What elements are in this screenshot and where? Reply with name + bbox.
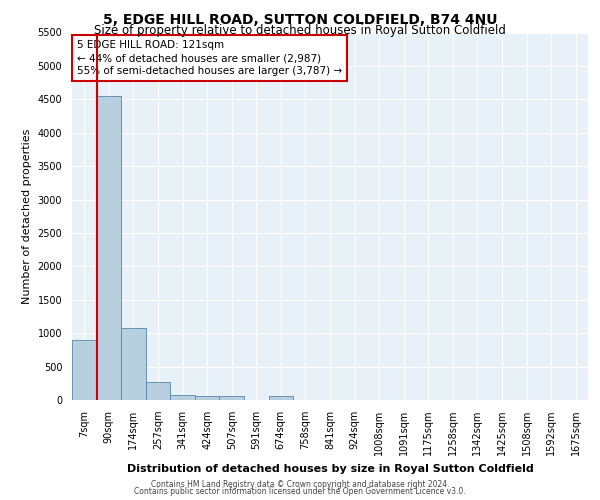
Text: Contains HM Land Registry data © Crown copyright and database right 2024.: Contains HM Land Registry data © Crown c… — [151, 480, 449, 489]
Bar — [170, 395, 195, 400]
Bar — [220, 396, 244, 400]
Bar — [195, 396, 220, 400]
Bar — [72, 340, 97, 400]
Bar — [146, 382, 170, 400]
Text: 5 EDGE HILL ROAD: 121sqm
← 44% of detached houses are smaller (2,987)
55% of sem: 5 EDGE HILL ROAD: 121sqm ← 44% of detach… — [77, 40, 342, 76]
Text: 5, EDGE HILL ROAD, SUTTON COLDFIELD, B74 4NU: 5, EDGE HILL ROAD, SUTTON COLDFIELD, B74… — [103, 12, 497, 26]
Text: Size of property relative to detached houses in Royal Sutton Coldfield: Size of property relative to detached ho… — [94, 24, 506, 37]
Bar — [121, 328, 146, 400]
Bar — [269, 396, 293, 400]
X-axis label: Distribution of detached houses by size in Royal Sutton Coldfield: Distribution of detached houses by size … — [127, 464, 533, 473]
Y-axis label: Number of detached properties: Number of detached properties — [22, 128, 32, 304]
Bar — [97, 96, 121, 400]
Text: Contains public sector information licensed under the Open Government Licence v3: Contains public sector information licen… — [134, 487, 466, 496]
